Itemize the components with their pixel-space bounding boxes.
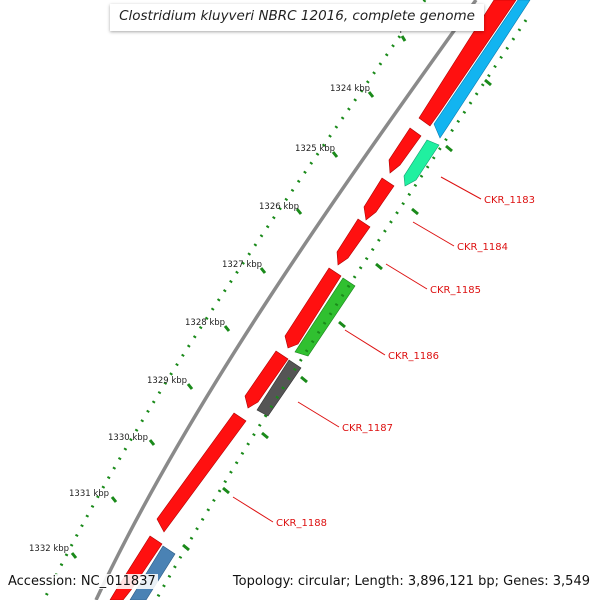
gene-label-leaders xyxy=(232,176,482,523)
forward-strand-track xyxy=(109,0,517,600)
gene-arrow[interactable] xyxy=(294,277,356,357)
gene-arrow[interactable] xyxy=(256,359,302,417)
tick-label: 1324 kbp xyxy=(330,84,370,94)
gene-label-ckr-1184[interactable]: CKR_1184 xyxy=(457,242,508,253)
gene-arrow[interactable] xyxy=(336,218,371,266)
gene-arrow[interactable] xyxy=(363,177,395,221)
gene-label-ckr-1187[interactable]: CKR_1187 xyxy=(342,423,393,434)
tick-label: 1325 kbp xyxy=(295,144,335,154)
gene-label-ckr-1186[interactable]: CKR_1186 xyxy=(388,351,439,362)
gene-label-ckr-1183[interactable]: CKR_1183 xyxy=(484,195,535,206)
inner-tick-marks xyxy=(182,78,492,552)
genome-summary: Topology: circular; Length: 3,896,121 bp… xyxy=(230,574,592,589)
backbone-line xyxy=(94,0,478,600)
map-title: Clostridium kluyveri NBRC 12016, complet… xyxy=(119,8,475,24)
gene-label-ckr-1188[interactable]: CKR_1188 xyxy=(276,518,327,529)
gene-arrow[interactable] xyxy=(433,0,531,139)
tick-label: 1326 kbp xyxy=(259,202,299,212)
tick-label: 1330 kbp xyxy=(108,433,148,443)
accession-label: Accession: NC_011837 xyxy=(6,574,158,589)
gene-arrow[interactable] xyxy=(156,412,247,533)
tick-labels: 1323 kbp 1324 kbp 1325 kbp 1326 kbp 1327… xyxy=(29,24,405,554)
tick-label: 1331 kbp xyxy=(69,489,109,499)
gene-label-ckr-1185[interactable]: CKR_1185 xyxy=(430,285,481,296)
gene-arrow[interactable] xyxy=(403,139,440,187)
title-panel xyxy=(110,4,484,31)
gene-arrow[interactable] xyxy=(418,0,517,127)
tick-label: 1329 kbp xyxy=(147,376,187,386)
gene-arrow[interactable] xyxy=(388,127,422,174)
tick-marks xyxy=(70,35,407,559)
gc-skew-ring-inner xyxy=(154,19,528,600)
tick-label: 1328 kbp xyxy=(185,318,225,328)
gene-labels: CKR_1183 CKR_1184 CKR_1185 CKR_1186 CKR_… xyxy=(276,195,535,529)
gene-arrow[interactable] xyxy=(284,267,342,349)
tick-label: 1327 kbp xyxy=(222,260,262,270)
gene-arrow[interactable] xyxy=(244,350,289,409)
tick-label: 1332 kbp xyxy=(29,544,69,554)
genome-backbone xyxy=(92,0,480,600)
